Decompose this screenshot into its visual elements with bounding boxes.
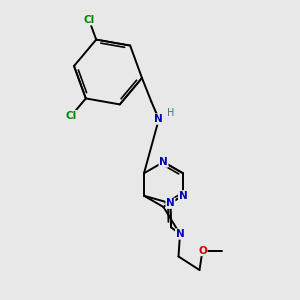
Text: N: N [178, 191, 188, 201]
Text: N: N [154, 114, 163, 124]
Text: H: H [167, 107, 174, 118]
Text: N: N [159, 157, 168, 167]
Text: Cl: Cl [66, 111, 77, 121]
Text: Cl: Cl [83, 15, 94, 25]
Text: N: N [176, 229, 184, 239]
Text: O: O [198, 245, 207, 256]
Text: N: N [166, 198, 175, 208]
